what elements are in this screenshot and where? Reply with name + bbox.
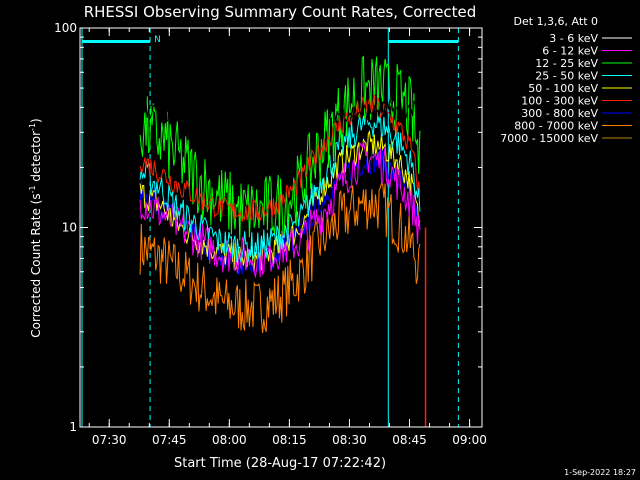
series-line-1 <box>139 141 421 278</box>
series-line-5 <box>139 94 421 222</box>
y-axis-label: Corrected Count Rate (s-1 detector-1) <box>28 118 43 337</box>
legend-entry-label: 3 - 6 keV <box>549 32 598 45</box>
y-tick-label: 100 <box>54 21 77 35</box>
axes: 1 10 100 07:30 07:45 08:00 08:15 08:30 08:45 09:0… <box>54 21 487 447</box>
legend-entry-label: 12 - 25 keV <box>535 57 598 70</box>
series-line-2 <box>139 55 421 241</box>
x-tick-label: 07:30 <box>92 433 127 447</box>
legend-entry-label: 800 - 7000 keV <box>514 120 598 133</box>
y-axis-label-sup: -1 <box>28 185 37 193</box>
saa-bar-1 <box>82 40 151 43</box>
series-line-3 <box>139 108 421 263</box>
y-axis-label-tail: detector <box>29 131 43 186</box>
x-tick-label: 08:00 <box>212 433 247 447</box>
x-tick-label: 08:30 <box>332 433 367 447</box>
x-tick-label: 08:15 <box>272 433 307 447</box>
legend-entry-label: 6 - 12 keV <box>542 45 598 58</box>
y-tick-label: 1 <box>69 420 77 434</box>
legend-entry-label: 100 - 300 keV <box>521 95 598 108</box>
y-tick-label: 10 <box>62 221 77 235</box>
legend-header: Det 1,3,6, Att 0 <box>514 15 598 28</box>
x-axis-label: Start Time (28-Aug-17 07:22:42) <box>174 456 386 471</box>
x-tick-label: 07:45 <box>152 433 187 447</box>
x-tick-label: 08:45 <box>392 433 427 447</box>
y-axis-label-end: ) <box>29 118 43 123</box>
series-line-0 <box>139 99 421 128</box>
legend-entry-label: 25 - 50 keV <box>535 70 598 83</box>
saa-bar-2 <box>388 40 459 43</box>
x-tick-label: 09:00 <box>452 433 487 447</box>
plot-area: N <box>81 28 459 427</box>
footer-date: 1-Sep-2022 18:27 <box>564 468 636 477</box>
legend-entry-label: 300 - 800 keV <box>521 107 598 120</box>
legend-entry-label: 7000 - 15000 keV <box>500 132 598 145</box>
plot-frame <box>79 27 483 428</box>
series-line-7 <box>139 182 421 334</box>
saa-label: N <box>154 35 161 45</box>
y-axis-label-sup2: -1 <box>28 123 37 131</box>
legend-entry-label: 50 - 100 keV <box>528 82 598 95</box>
y-axis-label-main: Corrected Count Rate (s <box>29 193 43 337</box>
chart-title: RHESSI Observing Summary Count Rates, Co… <box>84 3 477 21</box>
